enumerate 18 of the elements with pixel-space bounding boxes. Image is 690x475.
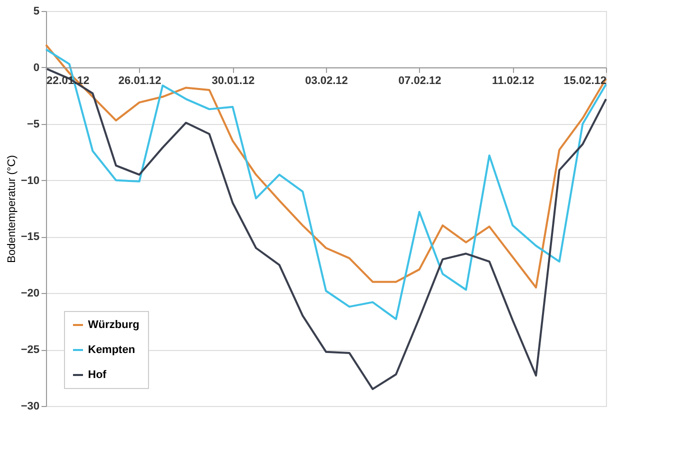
- y-tick-label: −10: [20, 174, 40, 187]
- y-tick-label: −20: [20, 288, 40, 300]
- x-tick-label: 03.02.12: [305, 74, 348, 87]
- y-axis-title: Bodentemperatur (°C): [6, 155, 18, 263]
- y-tick-label: −15: [20, 231, 40, 244]
- legend-label: Kempten: [88, 344, 136, 356]
- legend-label: Hof: [88, 369, 107, 381]
- y-tick-label: 5: [33, 6, 40, 18]
- y-tick-label: −25: [20, 344, 40, 356]
- y-tick-label: 0: [33, 62, 40, 74]
- x-tick-label: 07.02.12: [398, 74, 442, 87]
- y-tick-label: −5: [26, 118, 40, 130]
- x-tick-label: 30.01.12: [212, 74, 255, 87]
- line-series: [45, 68, 607, 390]
- legend-label: Würzburg: [88, 319, 140, 331]
- x-tick-label: 26.01.12: [118, 74, 162, 87]
- y-tick-label: −30: [20, 400, 40, 412]
- x-tick-label: 11.02.12: [492, 74, 534, 87]
